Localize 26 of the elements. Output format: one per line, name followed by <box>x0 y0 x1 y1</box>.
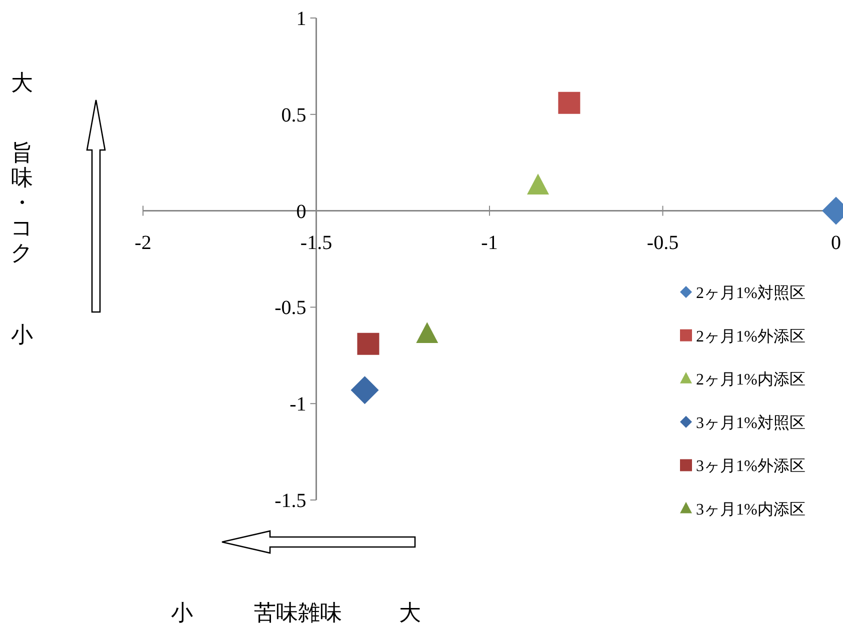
y-tick-label: 0 <box>296 200 306 223</box>
x-tick-label: -1 <box>481 232 498 254</box>
text: 小 <box>11 322 33 347</box>
text: 大 <box>399 600 421 625</box>
text: 小 <box>171 600 193 625</box>
legend-label: 3ヶ月1%外添区 <box>696 458 806 476</box>
x-axis-title: 苦味雑味 <box>254 600 342 625</box>
y-tick-label: -1.5 <box>274 490 306 512</box>
point <box>558 92 580 114</box>
legend-label: 3ヶ月1%内添区 <box>696 500 806 518</box>
legend-label: 2ヶ月1%外添区 <box>696 328 806 346</box>
point <box>527 174 550 195</box>
point <box>350 376 379 404</box>
y-tick-label: 1 <box>296 8 306 30</box>
legend-label: 2ヶ月1%対照区 <box>696 284 806 302</box>
text: 大 <box>11 70 33 95</box>
y-tick-label: -0.5 <box>274 297 306 320</box>
x-tick-label: 0 <box>831 232 841 254</box>
point <box>357 332 380 355</box>
y-axis-title: 旨味・コク <box>10 140 34 265</box>
x-tick-label: -0.5 <box>646 232 679 254</box>
y-tick-label: -1 <box>290 394 306 416</box>
y-tick-label: 0.5 <box>281 104 306 126</box>
legend-label: 2ヶ月1%内添区 <box>696 370 806 389</box>
x-tick-label: -2 <box>134 232 152 254</box>
legend-label: 3ヶ月1%対照区 <box>696 414 806 432</box>
